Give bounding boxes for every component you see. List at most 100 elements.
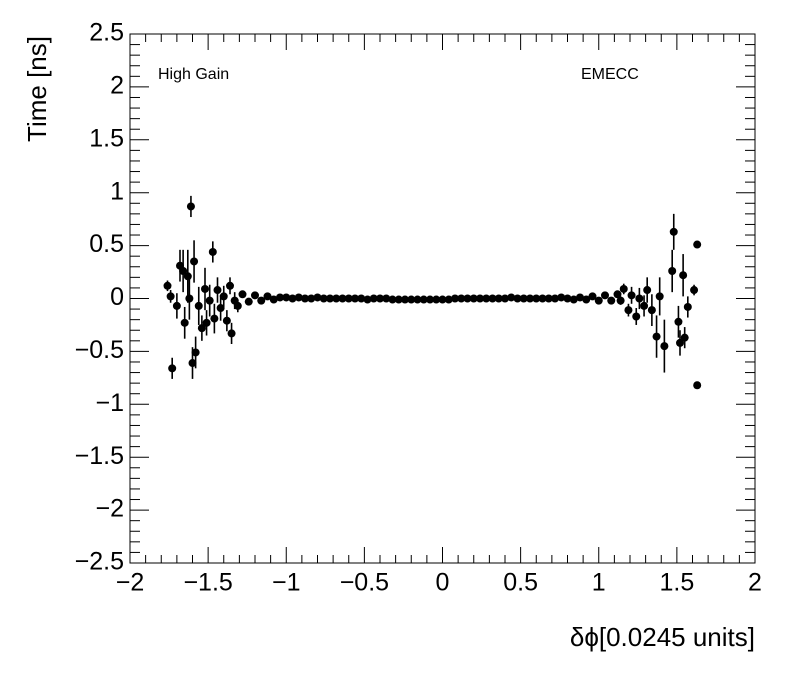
data-point xyxy=(233,301,242,310)
data-point xyxy=(501,294,509,303)
data-point xyxy=(613,290,622,299)
data-point xyxy=(624,306,633,315)
data-point xyxy=(369,294,378,303)
data-point xyxy=(683,302,692,311)
data-point xyxy=(419,295,428,304)
data-point xyxy=(655,292,664,301)
data-point xyxy=(307,294,316,303)
y-tick-label: 1 xyxy=(110,177,124,205)
data-point xyxy=(313,293,322,302)
x-tick-label: −2 xyxy=(116,569,145,597)
y-tick-label: −0.5 xyxy=(75,336,124,364)
y-tick-label: 0 xyxy=(110,283,124,311)
x-tick-label: 2 xyxy=(748,569,762,597)
data-point xyxy=(652,332,661,341)
data-point xyxy=(693,240,702,249)
data-point xyxy=(163,281,172,290)
x-tick-label: 1.5 xyxy=(659,569,694,597)
data-point xyxy=(676,338,684,347)
y-tick-label: 2.5 xyxy=(89,19,124,47)
data-point xyxy=(601,291,609,300)
data-point xyxy=(469,294,478,303)
data-point xyxy=(463,294,472,303)
data-point xyxy=(507,293,516,302)
data-point xyxy=(569,295,578,304)
data-point xyxy=(551,294,559,303)
data-point xyxy=(582,295,591,304)
data-point xyxy=(647,306,656,315)
data-point xyxy=(186,202,195,211)
data-point xyxy=(168,364,177,373)
data-point xyxy=(166,292,175,301)
data-point xyxy=(326,294,334,303)
data-point xyxy=(693,381,702,390)
data-point xyxy=(294,293,303,302)
data-point xyxy=(679,271,688,280)
data-point xyxy=(588,292,597,301)
data-point xyxy=(640,301,649,310)
data-point xyxy=(202,318,211,327)
data-point xyxy=(351,294,359,303)
x-tick-label: 0.5 xyxy=(503,569,538,597)
data-point xyxy=(382,294,391,303)
annotation: EMECC xyxy=(581,66,639,83)
data-point xyxy=(191,348,200,357)
data-point xyxy=(444,295,453,304)
data-point xyxy=(627,291,636,300)
data-point xyxy=(635,294,644,303)
data-point xyxy=(319,294,328,303)
x-tick-label: −1 xyxy=(272,569,301,597)
data-point xyxy=(172,301,181,310)
data-point xyxy=(216,304,225,313)
data-point xyxy=(222,316,231,325)
data-point xyxy=(201,284,209,293)
x-tick-label: −0.5 xyxy=(340,569,389,597)
data-point xyxy=(363,295,372,304)
data-point xyxy=(576,293,584,302)
data-point xyxy=(519,294,528,303)
data-point xyxy=(183,272,192,281)
y-tick-label: −2 xyxy=(95,495,124,523)
data-point xyxy=(197,324,206,333)
data-point xyxy=(376,294,384,303)
data-point xyxy=(269,295,278,304)
y-tick-label: −2.5 xyxy=(75,548,124,576)
data-point xyxy=(643,286,652,295)
data-point xyxy=(532,294,541,303)
data-point xyxy=(288,294,297,303)
x-tick-label: 1 xyxy=(592,569,606,597)
data-point xyxy=(544,294,553,303)
data-point xyxy=(451,294,459,303)
annotation: High Gain xyxy=(158,66,229,83)
data-point xyxy=(413,295,422,304)
data-point xyxy=(208,247,217,256)
data-point xyxy=(668,266,677,275)
x-axis-title: δϕ[0.0245 units] xyxy=(570,622,755,652)
data-point xyxy=(344,294,353,303)
data-point xyxy=(227,329,236,338)
data-point xyxy=(301,294,309,303)
data-point xyxy=(180,318,189,327)
data-point xyxy=(526,294,534,303)
data-point xyxy=(388,295,397,304)
data-point xyxy=(263,292,272,301)
data-point xyxy=(457,294,466,303)
data-point xyxy=(607,296,616,305)
data-point xyxy=(244,297,253,306)
data-point xyxy=(190,257,199,266)
data-point xyxy=(219,292,228,301)
data-point xyxy=(690,286,699,295)
data-point xyxy=(563,294,572,303)
data-point xyxy=(251,291,259,300)
data-point xyxy=(669,227,678,236)
data-point xyxy=(660,342,669,351)
y-axis-title: Time [ns] xyxy=(22,36,52,142)
data-point xyxy=(179,266,188,275)
data-point xyxy=(674,317,683,326)
data-point xyxy=(357,294,366,303)
data-point xyxy=(226,281,234,290)
data-point xyxy=(338,294,347,303)
data-point xyxy=(238,290,247,299)
